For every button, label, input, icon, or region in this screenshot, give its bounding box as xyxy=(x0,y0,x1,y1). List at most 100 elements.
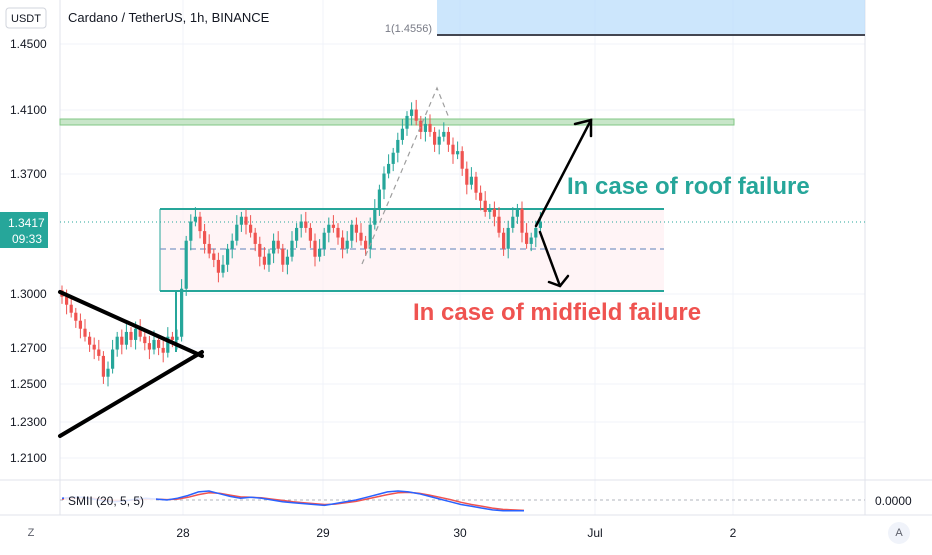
candle-body[interactable] xyxy=(157,339,161,348)
candle-body[interactable] xyxy=(419,120,423,132)
candle-body[interactable] xyxy=(258,243,262,257)
candle-body[interactable] xyxy=(534,227,538,238)
candle-body[interactable] xyxy=(483,200,487,212)
candle-body[interactable] xyxy=(451,144,455,155)
candle-body[interactable] xyxy=(400,128,404,140)
candle-body[interactable] xyxy=(226,248,230,265)
candle-body[interactable] xyxy=(304,221,308,228)
candle-body[interactable] xyxy=(193,216,197,222)
candle-body[interactable] xyxy=(230,240,234,249)
midfield-failure-annotation[interactable]: In case of midfield failure xyxy=(413,299,701,326)
candle-body[interactable] xyxy=(272,240,276,254)
candle-body[interactable] xyxy=(170,336,174,340)
fib-target-zone[interactable] xyxy=(437,0,865,35)
candle-body[interactable] xyxy=(331,224,335,228)
candle-body[interactable] xyxy=(101,355,105,377)
candle-body[interactable] xyxy=(433,131,437,145)
candle-body[interactable] xyxy=(350,224,354,241)
candle-body[interactable] xyxy=(488,208,492,212)
candle-body[interactable] xyxy=(69,304,73,313)
zoom-button[interactable]: Z xyxy=(20,522,42,544)
candle-body[interactable] xyxy=(373,208,377,225)
candle-body[interactable] xyxy=(249,224,253,233)
candle-body[interactable] xyxy=(244,216,248,225)
candle-body[interactable] xyxy=(520,208,524,233)
candle-body[interactable] xyxy=(83,328,87,337)
indicator-label[interactable]: SMII (20, 5, 5) xyxy=(68,494,144,508)
candle-body[interactable] xyxy=(437,136,441,145)
candle-body[interactable] xyxy=(78,320,82,329)
candle-body[interactable] xyxy=(377,189,381,209)
candle-body[interactable] xyxy=(446,131,450,145)
candle-body[interactable] xyxy=(221,264,225,273)
candle-body[interactable] xyxy=(239,216,243,225)
candle-body[interactable] xyxy=(143,336,147,344)
candle-body[interactable] xyxy=(428,123,432,132)
candle-body[interactable] xyxy=(120,336,124,345)
candle-body[interactable] xyxy=(387,163,391,174)
candle-body[interactable] xyxy=(134,328,138,340)
candle-body[interactable] xyxy=(511,216,515,228)
candle-body[interactable] xyxy=(359,232,363,241)
candle-body[interactable] xyxy=(405,115,409,129)
candle-body[interactable] xyxy=(295,227,299,241)
candle-body[interactable] xyxy=(184,240,188,289)
midfield-failure-arrow[interactable] xyxy=(538,230,570,288)
candle-body[interactable] xyxy=(497,216,501,233)
candle-body[interactable] xyxy=(423,123,427,132)
roof-failure-annotation[interactable]: In case of roof failure xyxy=(567,173,810,200)
quote-badge[interactable] xyxy=(5,7,47,29)
candle-body[interactable] xyxy=(203,231,207,244)
candle-body[interactable] xyxy=(479,192,483,201)
candle-body[interactable] xyxy=(492,208,496,217)
candle-body[interactable] xyxy=(460,151,464,169)
candle-body[interactable] xyxy=(111,349,115,369)
candle-body[interactable] xyxy=(124,331,128,345)
candle-body[interactable] xyxy=(465,168,469,185)
candle-body[interactable] xyxy=(313,240,317,257)
candle-body[interactable] xyxy=(216,259,220,273)
candle-body[interactable] xyxy=(308,227,312,241)
candle-body[interactable] xyxy=(161,347,165,353)
candle-body[interactable] xyxy=(515,208,519,217)
candle-body[interactable] xyxy=(285,256,289,265)
candle-body[interactable] xyxy=(207,243,211,254)
candle-body[interactable] xyxy=(456,151,460,155)
candle-body[interactable] xyxy=(276,240,280,249)
candle-body[interactable] xyxy=(129,331,133,340)
candle-body[interactable] xyxy=(88,336,92,345)
time-axis[interactable]: 28 29 30 Jul 2 xyxy=(176,526,736,540)
candle-body[interactable] xyxy=(290,240,294,257)
candle-body[interactable] xyxy=(138,328,142,337)
roof-failure-arrow[interactable] xyxy=(534,118,593,228)
resistance-zone[interactable] xyxy=(59,118,735,126)
candle-body[interactable] xyxy=(175,336,179,340)
candle-body[interactable] xyxy=(364,240,368,249)
candle-body[interactable] xyxy=(180,288,184,337)
candle-body[interactable] xyxy=(391,152,395,164)
price-axis[interactable]: 1.4500 1.4100 1.3700 1.3000 1.2700 1.250… xyxy=(10,37,47,465)
candle-body[interactable] xyxy=(212,253,216,260)
auto-scale-button[interactable]: A xyxy=(888,522,910,544)
candle-body[interactable] xyxy=(442,131,446,137)
candle-body[interactable] xyxy=(382,173,386,190)
candle-body[interactable] xyxy=(368,224,372,249)
candle-body[interactable] xyxy=(92,344,96,350)
candle-body[interactable] xyxy=(106,368,110,377)
candle-body[interactable] xyxy=(322,232,326,249)
candle-body[interactable] xyxy=(189,221,193,241)
candle-body[interactable] xyxy=(115,336,119,350)
candle-body[interactable] xyxy=(345,240,349,249)
candle-body[interactable] xyxy=(281,248,285,265)
candle-body[interactable] xyxy=(97,349,101,356)
candle-body[interactable] xyxy=(410,109,414,116)
candle-body[interactable] xyxy=(469,176,473,185)
candle-body[interactable] xyxy=(267,253,271,265)
candle-body[interactable] xyxy=(299,221,303,228)
candle-body[interactable] xyxy=(74,312,78,321)
candle-body[interactable] xyxy=(253,232,257,244)
candle-body[interactable] xyxy=(396,139,400,153)
candle-body[interactable] xyxy=(152,339,156,350)
